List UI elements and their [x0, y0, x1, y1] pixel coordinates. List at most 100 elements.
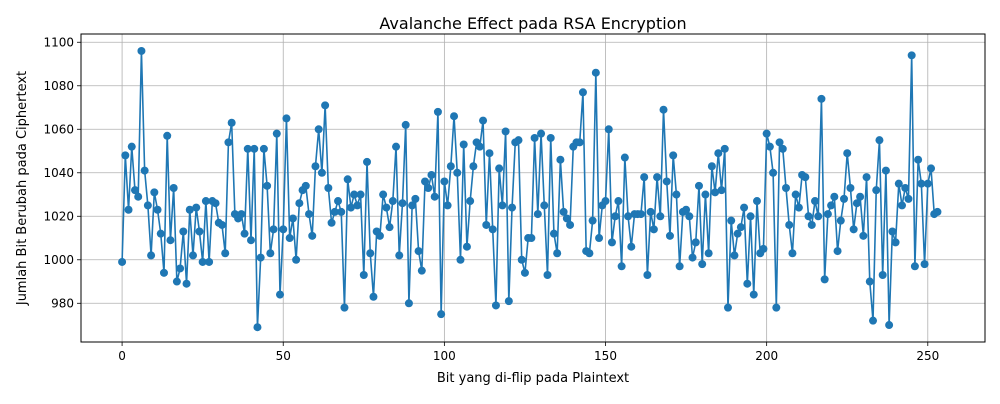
data-point [166, 236, 175, 245]
data-point [446, 162, 455, 171]
data-point [704, 249, 713, 258]
data-point [169, 184, 178, 192]
data-point [772, 303, 781, 312]
data-point [479, 116, 488, 125]
data-point [814, 212, 823, 221]
data-point [540, 201, 549, 210]
data-point [759, 244, 768, 253]
data-point [266, 249, 275, 258]
data-point [688, 253, 697, 262]
data-point [398, 199, 407, 208]
data-point [411, 194, 420, 203]
data-point [740, 203, 749, 212]
data-point [698, 260, 707, 269]
data-point [852, 199, 861, 208]
data-point [533, 210, 542, 219]
data-point [495, 164, 504, 173]
data-point [253, 323, 262, 332]
data-point [769, 168, 778, 177]
data-point [385, 223, 394, 232]
data-point [894, 179, 903, 188]
data-point [485, 149, 494, 158]
data-point [904, 194, 913, 203]
data-point [881, 166, 890, 175]
data-point [562, 214, 571, 223]
data-point [711, 188, 720, 197]
data-point [363, 157, 372, 166]
data-point [282, 114, 291, 123]
x-tick-label: 250 [916, 349, 939, 363]
data-point [585, 249, 594, 258]
data-point [491, 301, 500, 310]
data-point [762, 129, 771, 138]
data-point [453, 168, 462, 177]
chart-title: Avalanche Effect pada RSA Encryption [379, 14, 686, 33]
data-point [188, 251, 197, 260]
data-point [914, 155, 923, 164]
data-point [408, 201, 417, 210]
data-point [627, 242, 636, 251]
data-point [321, 101, 330, 110]
data-point [334, 197, 343, 206]
data-point [885, 321, 894, 330]
data-point [340, 303, 349, 312]
data-point [366, 249, 375, 258]
data-point [118, 257, 127, 266]
data-point [514, 136, 523, 145]
data-point [469, 162, 478, 171]
data-point [685, 212, 694, 221]
data-point [736, 223, 745, 232]
data-point [778, 144, 787, 153]
data-point [817, 94, 826, 103]
data-point [330, 207, 339, 216]
data-point [588, 216, 597, 225]
data-point [672, 190, 681, 199]
data-point [827, 201, 836, 210]
data-point [575, 138, 584, 147]
data-point [279, 225, 288, 234]
data-point [156, 229, 165, 238]
data-point [327, 218, 336, 227]
data-point [875, 136, 884, 145]
data-point [159, 268, 168, 277]
data-point [591, 68, 600, 77]
data-point [752, 197, 761, 206]
data-point [788, 249, 797, 258]
data-point [878, 271, 887, 280]
y-tick-label: 1060 [43, 122, 74, 136]
data-point [466, 197, 475, 206]
data-point [504, 297, 513, 306]
data-point [546, 133, 555, 142]
data-point [247, 236, 255, 245]
data-point [869, 316, 878, 325]
data-point [694, 181, 703, 190]
data-point [807, 220, 816, 229]
data-point [765, 142, 774, 151]
data-point [520, 268, 529, 277]
data-point [417, 266, 426, 275]
data-point [475, 142, 484, 151]
data-point [730, 251, 739, 260]
data-point [256, 253, 265, 262]
data-point [643, 271, 652, 280]
data-point [324, 184, 333, 192]
data-point [369, 292, 378, 301]
data-point [794, 203, 803, 212]
data-point [923, 179, 932, 188]
data-point [456, 255, 465, 264]
data-point [185, 205, 194, 214]
x-tick-label: 150 [594, 349, 617, 363]
data-point [675, 262, 684, 271]
data-point [743, 279, 752, 288]
data-point [163, 131, 172, 140]
data-point [791, 190, 800, 199]
data-point [846, 184, 855, 192]
data-point [553, 249, 562, 258]
data-point [804, 212, 813, 221]
axis-ticks: 0 50 100 150 200 250 980 1000 1020 1040 1060 1080 11… [43, 35, 939, 363]
data-point [624, 212, 633, 221]
data-point [172, 277, 181, 286]
data-point [237, 210, 246, 219]
y-axis-label: Jumlah Bit Berubah pada Ciphertext [15, 71, 30, 306]
